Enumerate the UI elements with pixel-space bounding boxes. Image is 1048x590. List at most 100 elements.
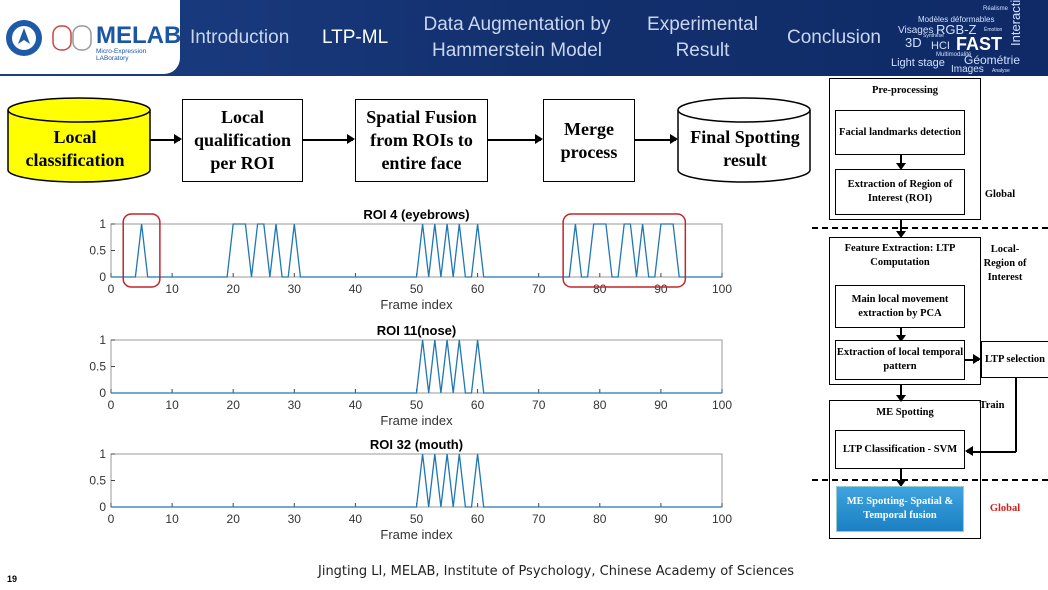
global-label-red: Global bbox=[989, 503, 1021, 514]
x-axis-label: Frame index bbox=[380, 527, 453, 542]
nav-data-augmentation[interactable]: Data Augmentation by Hammerstein Model bbox=[423, 14, 611, 61]
x-tick-label: 10 bbox=[165, 398, 179, 412]
word-cloud: Réalisme Modèles déformables Visages RGB… bbox=[891, 0, 1023, 75]
logo-area: MELAB Micro-Expression LABoratory bbox=[0, 0, 182, 74]
x-tick-label: 20 bbox=[227, 512, 241, 526]
x-axis-label: Frame index bbox=[380, 413, 453, 428]
institute-seal-icon bbox=[6, 20, 42, 56]
pca-box: Main local movement extraction by PCA bbox=[835, 285, 965, 328]
x-tick-label: 70 bbox=[532, 512, 546, 526]
x-tick-label: 70 bbox=[532, 398, 546, 412]
arrow bbox=[896, 220, 905, 238]
y-tick-label: 0 bbox=[99, 386, 106, 400]
nav-introduction[interactable]: Introduction bbox=[190, 27, 290, 48]
y-tick-label: 0 bbox=[99, 500, 106, 514]
feature-extraction-label: Feature Extraction: LTP Computation bbox=[844, 243, 956, 268]
final-result-cylinder bbox=[677, 97, 811, 183]
nav-experimental-result[interactable]: Experimental Result bbox=[647, 14, 758, 61]
x-tick-label: 30 bbox=[288, 398, 302, 412]
footer-credit: Jingting LI, MELAB, Institute of Psychol… bbox=[318, 564, 795, 579]
highlight-box bbox=[122, 213, 161, 288]
arrow bbox=[488, 135, 543, 143]
ltp-svm-box: LTP Classification - SVM bbox=[835, 430, 965, 469]
local-classification-label: Local classification bbox=[25, 127, 125, 170]
y-tick-label: 1 bbox=[99, 217, 106, 231]
arrow bbox=[635, 135, 678, 143]
nav-conclusion[interactable]: Conclusion bbox=[787, 27, 881, 48]
x-axis-label: Frame index bbox=[380, 297, 453, 312]
x-tick-label: 0 bbox=[108, 512, 115, 526]
logo-subtext: Micro-Expression LABoratory bbox=[96, 48, 147, 62]
x-tick-label: 100 bbox=[712, 512, 732, 526]
x-tick-label: 80 bbox=[593, 512, 607, 526]
x-tick-label: 10 bbox=[165, 512, 179, 526]
x-tick-label: 40 bbox=[349, 282, 363, 296]
merge-process-box: Merge process bbox=[543, 99, 635, 182]
y-tick-label: 0.5 bbox=[89, 244, 106, 258]
x-tick-label: 80 bbox=[593, 398, 607, 412]
x-tick-label: 60 bbox=[471, 282, 485, 296]
x-tick-label: 100 bbox=[712, 398, 732, 412]
x-tick-label: 90 bbox=[654, 282, 668, 296]
logo-text: MELAB bbox=[96, 22, 182, 49]
me-spotting-group bbox=[829, 400, 981, 539]
train-label: Train bbox=[979, 400, 1005, 411]
x-tick-label: 50 bbox=[410, 398, 424, 412]
roi-extraction-box: Extraction of Region of Interest (ROI) bbox=[835, 169, 965, 215]
global-label: Global bbox=[984, 189, 1016, 200]
roi-charts: ROI 4 (eyebrows)0 10 20 30 40 50 60 70 80 90 10000… bbox=[89, 207, 732, 542]
final-spotting-label: Final Spotting result bbox=[690, 127, 800, 170]
x-tick-label: 40 bbox=[349, 398, 363, 412]
slide-header: MELAB Micro-Expression LABoratory Introd… bbox=[0, 0, 1048, 76]
highlight-box bbox=[562, 213, 687, 288]
preprocessing-label: Pre-processing bbox=[871, 85, 939, 96]
local-roi-label: Local-Region of Interest bbox=[983, 244, 1027, 283]
y-tick-label: 1 bbox=[99, 447, 106, 461]
x-tick-label: 70 bbox=[532, 282, 546, 296]
landmarks-box: Facial landmarks detection bbox=[835, 110, 965, 155]
series-line bbox=[111, 339, 722, 394]
arrow bbox=[965, 355, 981, 363]
arrow bbox=[896, 469, 905, 487]
y-tick-label: 1 bbox=[99, 333, 106, 347]
x-tick-label: 100 bbox=[712, 282, 732, 296]
local-qualification-box: Local qualification per ROI bbox=[182, 99, 303, 182]
nav-ltp-ml[interactable]: LTP-ML bbox=[322, 27, 389, 48]
feature-extraction-group bbox=[829, 237, 981, 385]
x-tick-label: 40 bbox=[349, 512, 363, 526]
arrow bbox=[896, 328, 905, 342]
arrow bbox=[896, 155, 905, 170]
masks-icon bbox=[52, 25, 92, 51]
y-tick-label: 0.5 bbox=[89, 474, 106, 488]
y-tick-label: 0 bbox=[99, 270, 106, 284]
plot-area bbox=[110, 223, 723, 278]
x-tick-label: 30 bbox=[288, 512, 302, 526]
connector bbox=[1015, 378, 1017, 452]
divider bbox=[812, 479, 1048, 481]
page-number: 19 bbox=[7, 574, 18, 584]
x-tick-label: 80 bbox=[593, 282, 607, 296]
arrow bbox=[150, 135, 182, 143]
x-tick-label: 10 bbox=[165, 282, 179, 296]
ltp-selection-box: LTP selection bbox=[981, 341, 1048, 378]
x-tick-label: 60 bbox=[471, 512, 485, 526]
x-tick-label: 90 bbox=[654, 398, 668, 412]
x-tick-label: 60 bbox=[471, 398, 485, 412]
plot-area bbox=[110, 453, 723, 508]
chart-title: ROI 32 (mouth) bbox=[370, 437, 463, 452]
arrow bbox=[896, 385, 905, 402]
chart-title: ROI 11(nose) bbox=[377, 323, 456, 338]
series-line bbox=[111, 453, 722, 508]
me-spotting-label: ME Spotting bbox=[876, 407, 934, 418]
spatial-fusion-box: Spatial Fusion from ROIs to entire face bbox=[355, 99, 488, 182]
preprocessing-group bbox=[829, 78, 981, 220]
fusion-box: ME Spotting- Spatial & Temporal fusion bbox=[836, 486, 964, 532]
series-line bbox=[111, 223, 722, 278]
local-temporal-box: Extraction of local temporal pattern bbox=[835, 340, 965, 380]
x-tick-label: 20 bbox=[227, 282, 241, 296]
x-tick-label: 90 bbox=[654, 512, 668, 526]
plot-area bbox=[110, 339, 723, 394]
x-tick-label: 50 bbox=[410, 282, 424, 296]
y-tick-label: 0.5 bbox=[89, 360, 106, 374]
x-tick-label: 0 bbox=[108, 398, 115, 412]
